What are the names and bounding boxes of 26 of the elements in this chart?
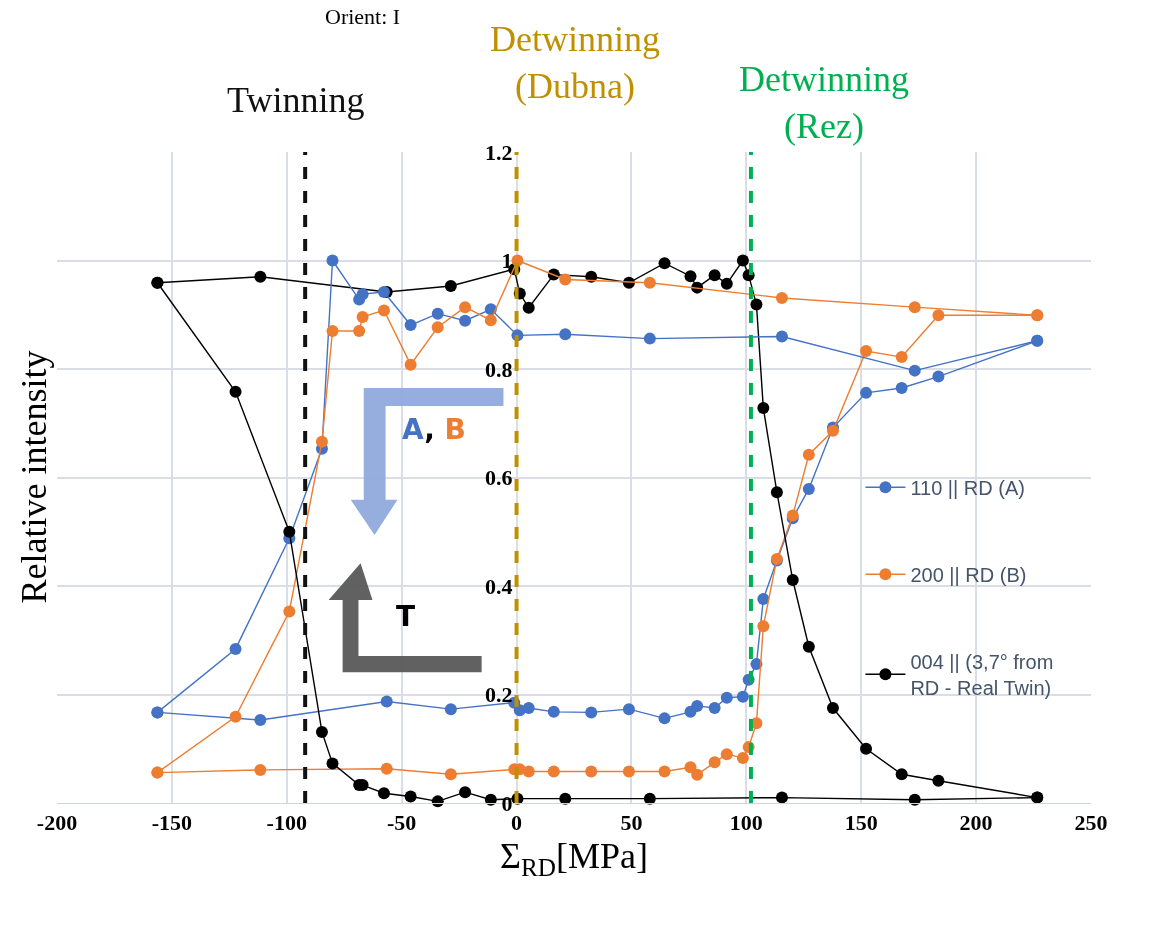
ref-line-label: Twinning: [227, 80, 365, 120]
ref-line-label: Detwinning (Rez): [739, 59, 909, 146]
y-tick-label: 1: [501, 248, 513, 274]
y-tick-label: 0.2: [485, 682, 513, 708]
x-tick-label: 100: [729, 810, 763, 836]
x-tick-label: 250: [1074, 810, 1108, 836]
text: Orient: I: [325, 4, 401, 29]
x-axis-title: Σ$_{RD}$[MPa]: [500, 836, 648, 881]
legend-label: 200 || RD (B): [910, 564, 1027, 587]
x-tick-label: 150: [844, 810, 878, 836]
y-tick-label: 0.4: [485, 573, 513, 599]
legend-label: 110 || RD (A): [910, 477, 1025, 500]
y-tick-label: 1.2: [485, 139, 513, 165]
y-tick-label: 0.8: [485, 356, 513, 382]
annotation: T: [396, 600, 416, 633]
y-axis-title: Relative intensity: [13, 350, 54, 604]
ref-line-label: Detwinning (Dubna): [490, 19, 660, 106]
x-tick-label: -200: [36, 810, 78, 836]
x-tick-label: -50: [387, 810, 417, 836]
x-tick-label: -100: [266, 810, 307, 836]
x-tick-label: -150: [151, 810, 193, 836]
x-tick-label: 200: [959, 810, 993, 836]
annotation: A, B: [402, 413, 466, 446]
legend-label: 004 || (3,7° from RD - Real Twin): [910, 651, 1054, 700]
y-tick-label: 0.6: [485, 465, 513, 491]
x-tick-label: 50: [620, 810, 643, 836]
